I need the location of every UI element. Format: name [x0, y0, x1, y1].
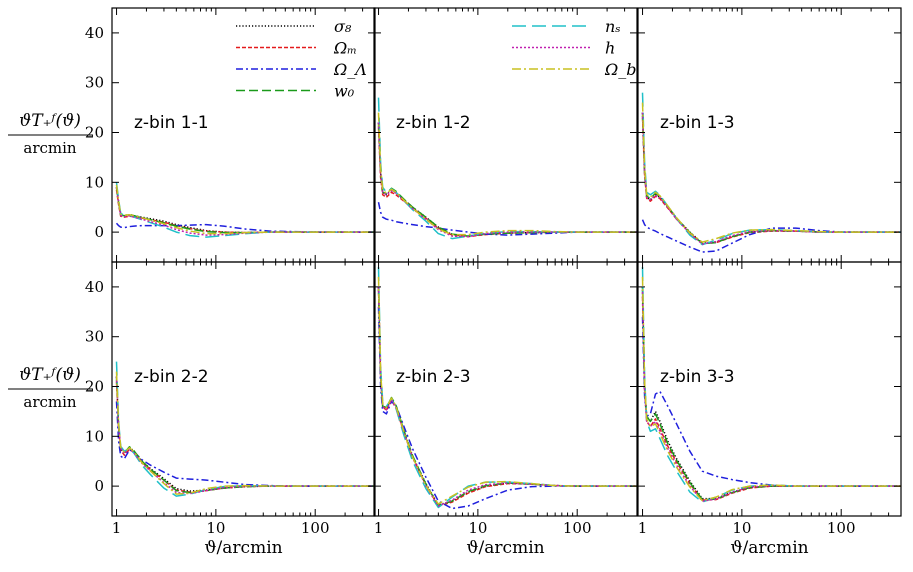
series-line-ob	[115, 371, 375, 495]
panel-4: 0 10 20 30 40 1 10 100 ϑ/arcmin z-bin 2-2	[85, 261, 376, 558]
panels: 0 10 20 30 40 z-bin 1-1 z-bin 1-2 z-bin 1-3 0 10 2…	[85, 7, 902, 558]
series-line-om	[377, 286, 637, 507]
series-line-ob	[641, 276, 901, 502]
y-tick-label: 30	[85, 328, 104, 346]
series-line-s8	[377, 122, 637, 237]
series-line-om	[641, 296, 901, 501]
series-line-ns	[641, 266, 901, 503]
x-tick-label: 1	[638, 519, 648, 537]
panel-frame	[111, 261, 376, 517]
series-line-ol	[641, 219, 901, 253]
series-line-h	[641, 112, 901, 245]
panel-frame	[637, 261, 902, 517]
x-tick-label: 100	[563, 519, 592, 537]
panel-label: z-bin 2-2	[134, 367, 209, 387]
panel-label: z-bin 2-3	[396, 367, 471, 387]
series-line-h	[377, 286, 637, 507]
y-axis-label: ϑT₊ᶠ(ϑ) arcmin	[8, 111, 93, 157]
legend-label-ob: Ω_b	[604, 60, 637, 79]
x-tick-label: 100	[827, 519, 856, 537]
series-group	[641, 92, 901, 253]
series-line-ol	[641, 316, 901, 487]
panel-frame	[373, 261, 638, 517]
series-line-ol	[377, 306, 637, 510]
series-group	[115, 361, 375, 497]
axis-labels: ϑT₊ᶠ(ϑ) arcmin ϑT₊ᶠ(ϑ) arcmin	[8, 111, 93, 411]
series-line-ob	[115, 184, 375, 235]
legend-label-h: h	[605, 39, 615, 58]
y-tick-label: 40	[85, 278, 104, 296]
legend-label-w0: w₀	[334, 82, 355, 101]
series-line-ns	[377, 266, 637, 509]
y-tick-label: 10	[85, 427, 104, 445]
x-tick-label: 10	[468, 519, 487, 537]
x-tick-label: 1	[374, 519, 384, 537]
y-label-numerator: ϑT₊ᶠ(ϑ)	[19, 365, 81, 385]
legend-right: nₛ h Ω_b	[512, 17, 637, 79]
x-axis-label: ϑ/arcmin	[466, 538, 544, 558]
panel-3: z-bin 1-3	[637, 7, 902, 263]
y-tick-label: 20	[85, 124, 104, 142]
y-label-numerator: ϑT₊ᶠ(ϑ)	[19, 111, 81, 131]
x-tick-label: 10	[206, 519, 225, 537]
y-tick-label: 30	[85, 74, 104, 92]
series-line-ob	[377, 276, 637, 505]
panel-6: 1 10 100 ϑ/arcmin z-bin 3-3	[637, 261, 902, 558]
series-line-h	[115, 376, 375, 495]
panel-frame	[373, 7, 638, 263]
x-tick-label: 10	[732, 519, 751, 537]
series-group	[377, 97, 637, 240]
series-group	[115, 182, 375, 238]
series-line-ob	[641, 102, 901, 243]
series-line-h	[641, 291, 901, 502]
panel-label: z-bin 3-3	[660, 367, 735, 387]
y-axis-label: ϑT₊ᶠ(ϑ) arcmin	[8, 365, 93, 411]
panel-1: 0 10 20 30 40 z-bin 1-1	[85, 7, 376, 263]
legend-label-ns: nₛ	[605, 17, 621, 36]
panel-label: z-bin 1-1	[134, 113, 209, 133]
legend-label-om: Ωₘ	[333, 39, 357, 58]
series-line-om	[377, 127, 637, 238]
legend-left: σ₈ Ωₘ Ω_Λ w₀	[236, 17, 367, 101]
panel-label: z-bin 1-2	[396, 113, 471, 133]
series-line-h	[377, 122, 637, 238]
y-tick-label: 10	[85, 173, 104, 191]
y-tick-label: 20	[85, 378, 104, 396]
legend-label-s8: σ₈	[334, 17, 352, 36]
legend-label-ol: Ω_Λ	[333, 60, 367, 79]
series-line-ol	[377, 202, 637, 236]
series-group	[641, 266, 901, 503]
series-line-h	[115, 187, 375, 236]
x-axis-label: ϑ/arcmin	[204, 538, 282, 558]
panel-frame	[637, 7, 902, 263]
y-tick-label: 0	[94, 223, 104, 241]
y-tick-label: 0	[94, 477, 104, 495]
x-tick-label: 1	[112, 519, 122, 537]
series-line-w0	[377, 122, 637, 237]
series-group	[377, 266, 637, 510]
x-tick-label: 100	[301, 519, 330, 537]
series-line-ob	[377, 112, 637, 236]
panel-5: 1 10 100 ϑ/arcmin z-bin 2-3	[373, 261, 638, 558]
panel-2: z-bin 1-2	[373, 7, 638, 263]
panel-label: z-bin 1-3	[660, 113, 735, 133]
series-line-w0	[377, 286, 637, 507]
x-axis-label: ϑ/arcmin	[730, 538, 808, 558]
y-label-denominator: arcmin	[23, 393, 77, 411]
y-tick-label: 40	[85, 24, 104, 42]
y-label-denominator: arcmin	[23, 139, 77, 157]
